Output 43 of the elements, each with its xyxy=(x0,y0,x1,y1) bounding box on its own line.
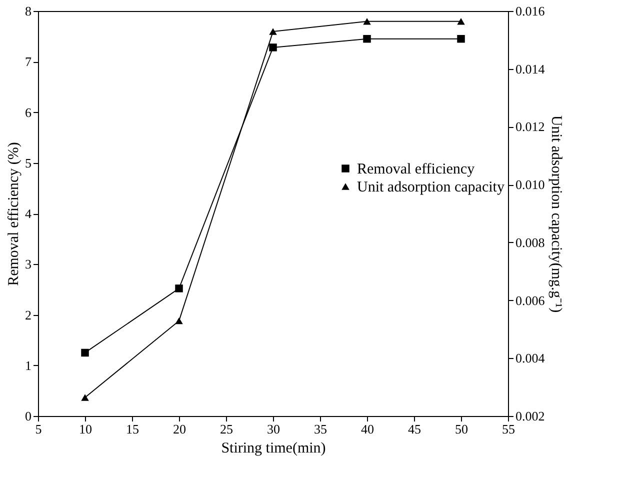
y-tick-label: 8 xyxy=(25,4,32,18)
y-tick-label: 3 xyxy=(25,256,32,272)
x-tick-label: 45 xyxy=(408,422,421,436)
y2-tick-label: 0.010 xyxy=(516,177,545,192)
legend-label: Unit adsorption capacity xyxy=(357,180,505,196)
point xyxy=(457,34,465,43)
y-tick-label: 5 xyxy=(25,155,32,170)
x-axis-title: Stiring time(min) xyxy=(221,440,326,456)
y2-tick-label: 0.016 xyxy=(516,4,546,18)
x-tick-label: 20 xyxy=(173,422,186,436)
x-tick-label: 55 xyxy=(502,422,515,436)
x-tick-label: 10 xyxy=(79,422,92,436)
x-tick-label: 35 xyxy=(314,422,327,436)
x-tick-label: 30 xyxy=(267,422,280,436)
x-tick-label: 25 xyxy=(220,422,233,436)
point xyxy=(363,34,371,43)
y-tick-label: 4 xyxy=(25,206,32,221)
y2-tick-label: 0.014 xyxy=(516,61,546,76)
y-tick-label: 6 xyxy=(25,104,32,120)
y-tick-label: 0 xyxy=(25,408,32,424)
y-tick-label: 7 xyxy=(25,54,32,70)
y-tick-label: 1 xyxy=(25,358,32,373)
point xyxy=(81,348,89,357)
point xyxy=(81,394,89,401)
y2-tick-label: 0.002 xyxy=(516,408,545,424)
point xyxy=(269,44,277,52)
y2-axis-title: Unit adsorption capacity(mg.g⁻¹) xyxy=(548,115,564,313)
x-tick-label: 15 xyxy=(126,422,139,436)
point xyxy=(457,18,465,25)
y2-tick-label: 0.008 xyxy=(516,234,545,250)
y-tick-label: 2 xyxy=(25,307,32,322)
x-tick-label: 40 xyxy=(361,422,374,436)
point xyxy=(175,317,183,324)
y2-tick-label: 0.012 xyxy=(516,119,545,134)
x-tick-label: 5 xyxy=(35,422,42,436)
y-axis-title: Removal efficiency (%) xyxy=(6,142,22,286)
y2-tick-label: 0.004 xyxy=(516,350,546,366)
point xyxy=(363,18,371,25)
y2-tick-label: 0.006 xyxy=(516,292,546,308)
point xyxy=(269,28,277,35)
legend-label: Removal efficiency xyxy=(357,162,476,178)
x-tick-label: 50 xyxy=(455,422,468,436)
point xyxy=(175,284,183,292)
